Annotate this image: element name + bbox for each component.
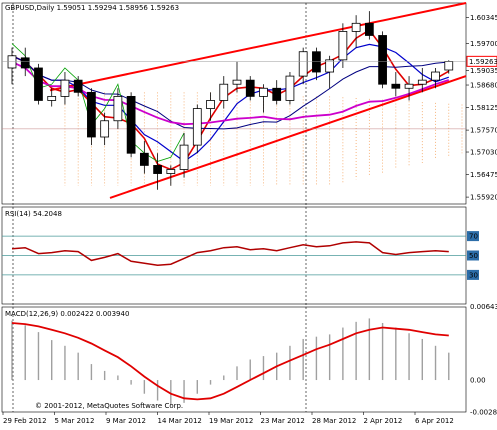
ma-mid-line	[11, 43, 449, 163]
bull-candle	[232, 79, 242, 85]
bull-candle	[259, 87, 268, 97]
bull-candle	[100, 120, 110, 138]
price-tick-label: 1.56475	[470, 171, 497, 179]
bear-candle	[245, 79, 255, 97]
x-axis-label: 23 Mar 2012	[261, 417, 305, 425]
channel-lower-line	[109, 75, 467, 199]
bull-candle	[60, 79, 70, 97]
macd-tick-label: 0.006436	[470, 303, 497, 311]
bull-candle	[206, 100, 215, 109]
bull-candle	[219, 83, 229, 101]
macd-tick-label: 0.00	[470, 377, 486, 385]
bull-candle	[338, 31, 348, 61]
bull-candle	[47, 95, 57, 101]
x-axis-label: 19 Mar 2012	[209, 417, 253, 425]
bear-candle	[391, 83, 401, 89]
rsi-label: RSI(14) 54.2048	[5, 210, 62, 218]
bear-candle	[153, 165, 162, 174]
macd-panel-frame	[1, 306, 467, 413]
bear-candle	[364, 22, 374, 36]
x-axis-label: 9 Mar 2012	[106, 417, 146, 425]
price-tick-label: 1.60345	[470, 14, 497, 22]
bull-candle	[444, 61, 454, 71]
price-tick-label: 1.57570	[470, 127, 497, 135]
price-tick-label: 1.58680	[470, 82, 497, 90]
x-axis-label: 28 Mar 2012	[312, 417, 356, 425]
bear-candle	[34, 67, 43, 101]
bear-candle	[20, 57, 30, 69]
bull-candle	[179, 144, 189, 170]
rsi-level-box	[467, 269, 479, 280]
copyright-text: © 2001-2012, MetaQuotes Software Corp.	[35, 402, 183, 410]
price-tick-label: 1.59035	[470, 67, 497, 75]
bull-candle	[404, 83, 414, 89]
x-axis-label: 2 Apr 2012	[364, 417, 403, 425]
ma-fast-line	[11, 29, 450, 171]
bull-candle	[417, 79, 427, 85]
bear-candle	[378, 35, 387, 85]
bear-candle	[139, 152, 149, 166]
rsi-line	[11, 241, 449, 266]
bear-candle	[272, 87, 282, 101]
rsi-level-label: 30	[469, 271, 478, 279]
chart-header-text: GBPUSD,Daily 1.59051 1.59294 1.58956 1.5…	[5, 4, 179, 12]
x-axis-label: 6 Apr 2012	[415, 417, 454, 425]
price-tick-label: 1.57030	[470, 149, 497, 157]
current-price-box	[466, 55, 497, 67]
bull-candle	[166, 169, 176, 174]
ma-long-line	[11, 61, 450, 126]
channel-upper-line	[49, 2, 467, 92]
price-tick-label: 1.58125	[470, 104, 497, 112]
bull-candle	[298, 51, 308, 77]
rsi-level-label: 70	[469, 233, 478, 241]
bull-candle	[431, 71, 440, 81]
rsi-level-box	[467, 250, 479, 261]
bull-candle	[192, 108, 202, 146]
bear-candle	[87, 91, 96, 138]
bear-candle	[126, 95, 136, 154]
price-tick-label: 1.55920	[470, 194, 497, 202]
x-axis-label: 5 Mar 2012	[55, 417, 95, 425]
rsi-level-box	[467, 231, 479, 242]
bull-candle	[7, 55, 17, 69]
ma-slow-line	[11, 55, 449, 130]
bull-candle	[285, 75, 295, 101]
price-panel-frame	[1, 2, 467, 205]
macd-tick-label: -0.002812	[470, 409, 497, 417]
bear-candle	[312, 51, 321, 73]
price-tick-label: 1.59700	[470, 40, 497, 48]
bull-candle	[113, 95, 123, 122]
rsi-level-label: 50	[469, 252, 478, 260]
macd-label: MACD(12,26,9) 0.002422 0.003940	[5, 310, 129, 318]
bear-candle	[73, 79, 83, 93]
x-axis-label: 14 Mar 2012	[158, 417, 202, 425]
current-price-label: 1.59263	[469, 58, 497, 66]
macd-signal-line	[11, 322, 449, 401]
bull-candle	[351, 22, 361, 32]
bull-candle	[325, 59, 335, 73]
x-axis-label: 29 Feb 2012	[3, 417, 47, 425]
